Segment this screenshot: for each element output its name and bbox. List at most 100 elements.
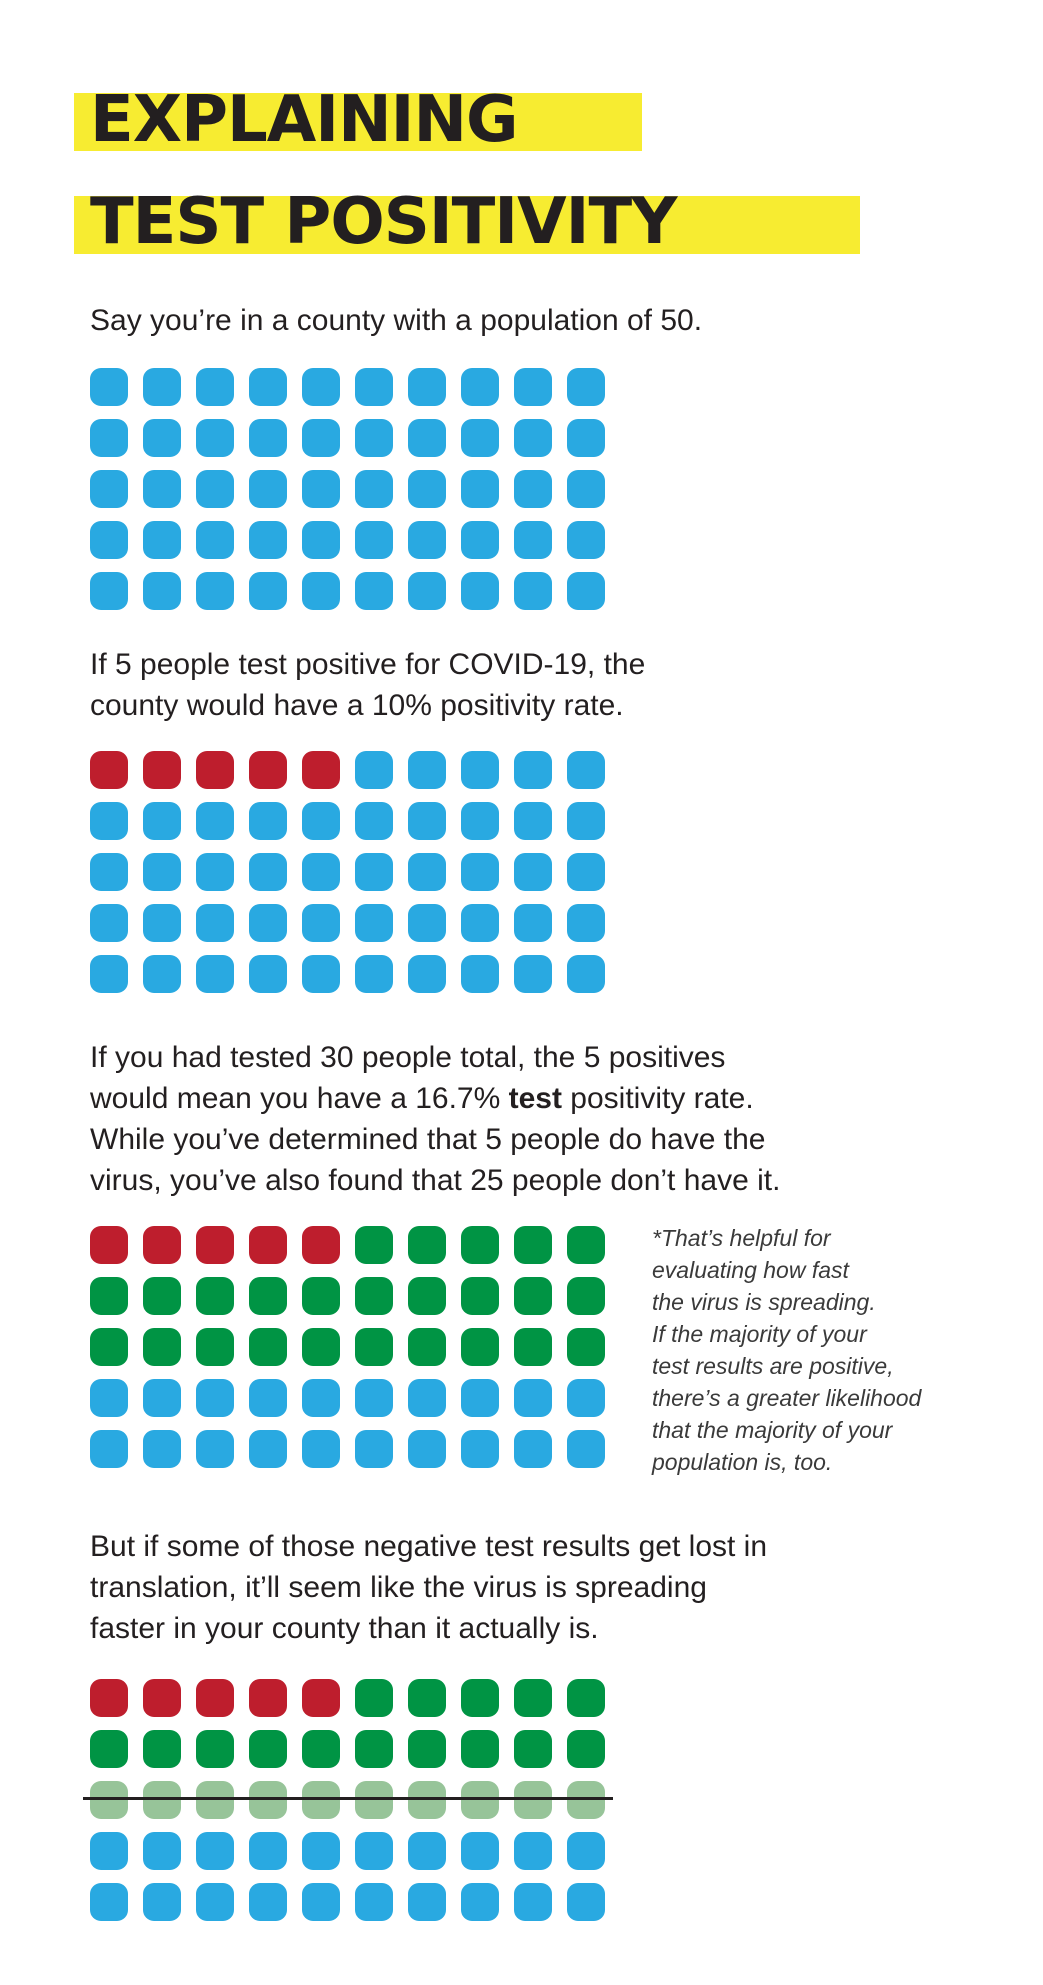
person-untested-icon — [355, 853, 393, 891]
person-untested-icon — [514, 955, 552, 993]
person-negative-icon — [514, 1679, 552, 1717]
person-lost-negative-icon — [567, 1781, 605, 1819]
person-untested-icon — [408, 368, 446, 406]
person-untested-icon — [461, 955, 499, 993]
title-highlight-2 — [74, 196, 860, 254]
person-untested-icon — [196, 955, 234, 993]
person-untested-icon — [143, 802, 181, 840]
person-untested-icon — [90, 802, 128, 840]
person-positive-icon — [143, 1226, 181, 1264]
person-untested-icon — [90, 1832, 128, 1870]
person-negative-icon — [90, 1328, 128, 1366]
side-note-line: there’s a greater likelihood — [652, 1385, 922, 1411]
person-untested-icon — [567, 904, 605, 942]
person-negative-icon — [408, 1226, 446, 1264]
person-positive-icon — [196, 1226, 234, 1264]
person-lost-negative-icon — [514, 1781, 552, 1819]
person-untested-icon — [461, 1379, 499, 1417]
person-positive-icon — [249, 1226, 287, 1264]
person-untested-icon — [143, 572, 181, 610]
person-lost-negative-icon — [196, 1781, 234, 1819]
person-untested-icon — [90, 1883, 128, 1921]
population-intro: Say you’re in a county with a population… — [90, 304, 703, 337]
person-untested-icon — [514, 1430, 552, 1468]
person-negative-icon — [196, 1328, 234, 1366]
person-untested-icon — [355, 368, 393, 406]
person-untested-icon — [355, 751, 393, 789]
person-untested-icon — [196, 802, 234, 840]
person-negative-icon — [249, 1277, 287, 1315]
person-untested-icon — [302, 419, 340, 457]
person-positive-icon — [143, 1679, 181, 1717]
person-lost-negative-icon — [408, 1781, 446, 1819]
person-untested-icon — [143, 470, 181, 508]
lost-results-line-1: But if some of those negative test resul… — [90, 1530, 768, 1563]
person-untested-icon — [196, 1379, 234, 1417]
person-untested-icon — [90, 521, 128, 559]
person-untested-icon — [143, 1883, 181, 1921]
person-negative-icon — [408, 1328, 446, 1366]
person-negative-icon — [249, 1328, 287, 1366]
person-negative-icon — [302, 1328, 340, 1366]
person-untested-icon — [567, 419, 605, 457]
person-untested-icon — [514, 368, 552, 406]
person-untested-icon — [90, 1430, 128, 1468]
person-untested-icon — [461, 1883, 499, 1921]
person-positive-icon — [143, 751, 181, 789]
person-untested-icon — [90, 572, 128, 610]
person-negative-icon — [355, 1277, 393, 1315]
person-untested-icon — [514, 1832, 552, 1870]
person-untested-icon — [567, 1883, 605, 1921]
person-lost-negative-icon — [355, 1781, 393, 1819]
person-negative-icon — [90, 1277, 128, 1315]
person-positive-icon — [249, 1679, 287, 1717]
person-negative-icon — [514, 1730, 552, 1768]
person-untested-icon — [461, 521, 499, 559]
person-untested-icon — [461, 904, 499, 942]
person-untested-icon — [567, 1430, 605, 1468]
person-untested-icon — [90, 853, 128, 891]
person-negative-icon — [461, 1730, 499, 1768]
side-note-line: If the majority of your — [652, 1321, 867, 1347]
person-untested-icon — [249, 368, 287, 406]
person-untested-icon — [408, 572, 446, 610]
person-untested-icon — [196, 419, 234, 457]
person-untested-icon — [514, 853, 552, 891]
person-untested-icon — [408, 955, 446, 993]
person-negative-icon — [355, 1226, 393, 1264]
person-untested-icon — [302, 955, 340, 993]
person-positive-icon — [249, 751, 287, 789]
person-untested-icon — [408, 521, 446, 559]
person-lost-negative-icon — [461, 1781, 499, 1819]
positive-explanation-line-2: county would have a 10% positivity rate. — [90, 689, 624, 722]
person-negative-icon — [355, 1328, 393, 1366]
person-untested-icon — [143, 1832, 181, 1870]
person-negative-icon — [567, 1226, 605, 1264]
person-untested-icon — [567, 751, 605, 789]
person-negative-icon — [567, 1730, 605, 1768]
person-untested-icon — [302, 1832, 340, 1870]
person-negative-icon — [90, 1730, 128, 1768]
side-note-line: evaluating how fast — [652, 1257, 849, 1283]
person-untested-icon — [567, 470, 605, 508]
person-positive-icon — [90, 1226, 128, 1264]
person-untested-icon — [461, 572, 499, 610]
person-positive-icon — [302, 751, 340, 789]
person-negative-icon — [302, 1730, 340, 1768]
person-negative-icon — [355, 1679, 393, 1717]
person-untested-icon — [514, 751, 552, 789]
side-note: *That’s helpful for evaluating how fast … — [652, 1222, 992, 1478]
person-negative-icon — [249, 1730, 287, 1768]
side-note-line: that the majority of your — [652, 1417, 893, 1443]
person-untested-icon — [567, 521, 605, 559]
person-untested-icon — [461, 1832, 499, 1870]
person-untested-icon — [567, 572, 605, 610]
person-untested-icon — [249, 1430, 287, 1468]
person-untested-icon — [196, 1832, 234, 1870]
person-untested-icon — [249, 904, 287, 942]
person-untested-icon — [408, 1379, 446, 1417]
side-note-line: *That’s helpful for — [652, 1225, 831, 1251]
person-untested-icon — [90, 419, 128, 457]
title-highlight-1 — [74, 93, 642, 151]
person-untested-icon — [408, 853, 446, 891]
